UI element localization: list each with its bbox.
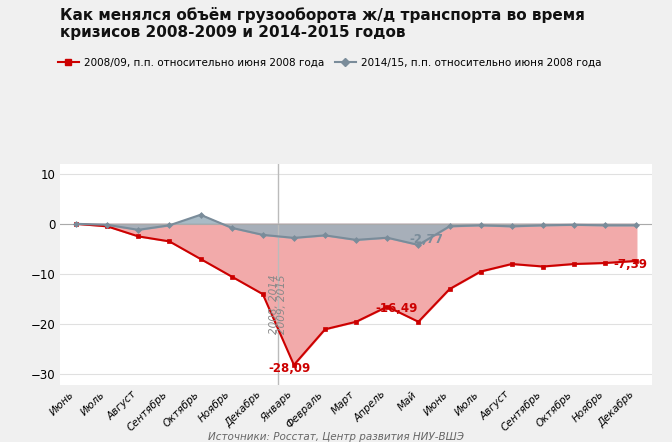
Text: Как менялся объём грузооборота ж/д транспорта во время
кризисов 2008-2009 и 2014: Как менялся объём грузооборота ж/д транс…	[60, 7, 585, 40]
Text: -28,09: -28,09	[268, 362, 310, 375]
Legend: 2008/09, п.п. относительно июня 2008 года, 2014/15, п.п. относительно июня 2008 : 2008/09, п.п. относительно июня 2008 год…	[54, 54, 605, 72]
Text: Источники: Росстат, Центр развития НИУ-ВШЭ: Источники: Росстат, Центр развития НИУ-В…	[208, 432, 464, 442]
Text: 2009, 2015: 2009, 2015	[278, 274, 288, 334]
Text: -16,49: -16,49	[376, 302, 418, 315]
Text: -2,77: -2,77	[409, 233, 443, 246]
Text: -7,39: -7,39	[613, 258, 647, 271]
Text: 2008, 2014: 2008, 2014	[269, 274, 280, 334]
